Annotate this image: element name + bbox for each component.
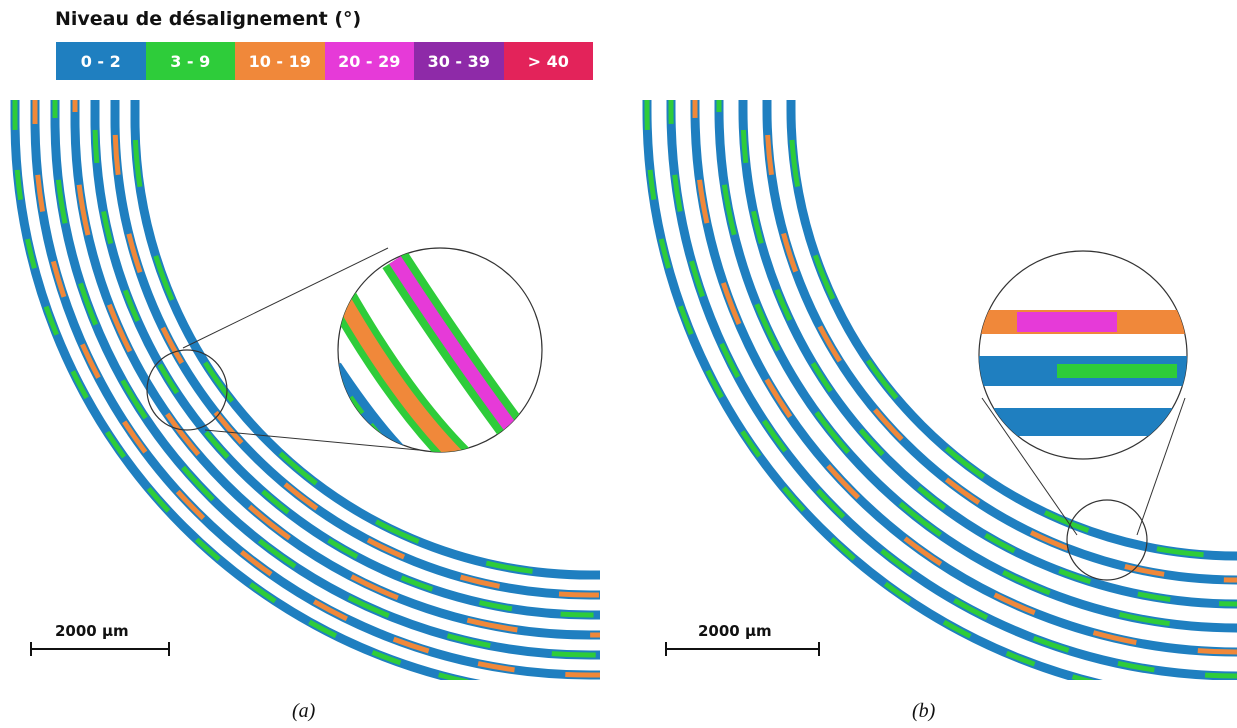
scale-label-a: 2000 µm (55, 622, 129, 640)
fiber-band-misalignment (112, 100, 600, 598)
fiber-bands-b (642, 100, 1237, 680)
fiber-band-misalignment (132, 100, 600, 578)
panel-b-image (637, 100, 1237, 680)
legend-title: Niveau de désalignement (°) (55, 8, 362, 30)
fiber-band-misalignment (740, 100, 1237, 607)
scale-bar-b (665, 642, 820, 656)
zoom-inset-b (978, 250, 1188, 581)
legend-label: 30 - 39 (427, 51, 490, 71)
legend-swatch-10-19: 10 - 19 (235, 42, 325, 80)
color-legend: 0 - 2 3 - 9 10 - 19 20 - 29 30 - 39 > 40 (56, 42, 593, 80)
fiber-band-misalignment (692, 100, 1237, 655)
fiber-band-misalignment (12, 100, 472, 680)
fiber-band-misalignment (764, 100, 1237, 583)
legend-label: 20 - 29 (338, 51, 401, 71)
legend-swatch-30-39: 30 - 39 (414, 42, 504, 80)
legend-label: 10 - 19 (248, 51, 311, 71)
fiber-band-misalignment (668, 100, 1237, 679)
fiber-band-misalignment (92, 100, 600, 618)
legend-swatch-3-9: 3 - 9 (145, 42, 235, 80)
fiber-band-misalignment (32, 100, 600, 678)
legend-label: 3 - 9 (170, 51, 211, 71)
fiber-band-misalignment (72, 100, 600, 638)
fiber-band-misalignment (716, 100, 1237, 631)
fiber-bands-a (10, 100, 600, 680)
caption-b: (b) (912, 700, 936, 722)
legend-swatch-0-2: 0 - 2 (56, 42, 146, 80)
fiber-band (786, 100, 1237, 561)
caption-a: (a) (292, 700, 316, 722)
scale-bar-a (30, 642, 170, 656)
legend-label: > 40 (527, 51, 569, 71)
legend-swatch-over-40: > 40 (503, 42, 593, 80)
panel-a-image (0, 100, 600, 680)
legend-swatch-20-29: 20 - 29 (324, 42, 414, 80)
legend-label: 0 - 2 (80, 51, 121, 71)
scale-label-b: 2000 µm (698, 622, 772, 640)
fiber-band (642, 100, 1104, 680)
fiber-band-misalignment (52, 100, 600, 658)
